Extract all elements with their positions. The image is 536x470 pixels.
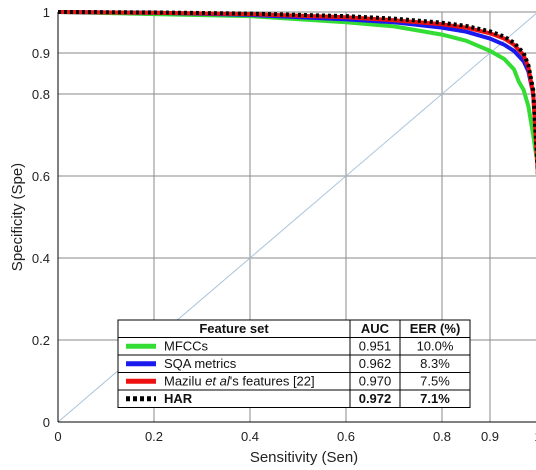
x-tick-label: 0 <box>54 429 61 444</box>
y-tick-label: 0.4 <box>32 251 50 266</box>
y-axis-label: Specificity (Spe) <box>9 163 26 271</box>
legend-row-label: SQA metrics <box>164 356 237 371</box>
legend-header-2: EER (%) <box>410 321 461 336</box>
x-tick-label: 1 <box>534 429 536 444</box>
legend-auc-value: 0.951 <box>359 339 392 354</box>
series-line-har <box>57 10 536 258</box>
x-tick-label: 0.8 <box>433 429 451 444</box>
legend-table: Feature set AUC EER (%) MFCCs 0.951 10.0% SQA … <box>117 319 471 408</box>
legend-row-label: HAR <box>164 391 193 406</box>
legend-eer-value: 10.0% <box>417 339 454 354</box>
legend-auc-value: 0.972 <box>359 391 392 406</box>
legend-auc-value: 0.962 <box>359 356 392 371</box>
series-line-mfccs <box>57 10 536 258</box>
y-tick-label: 0 <box>43 415 50 430</box>
y-tick-label: 0.8 <box>32 87 50 102</box>
legend-row-label: Mazilu et al's features [22] <box>164 374 315 389</box>
y-tick-label: 1 <box>43 5 50 20</box>
legend-header-1: AUC <box>361 321 390 336</box>
y-tick-label: 0.2 <box>32 333 50 348</box>
legend-row-label: MFCCs <box>164 339 209 354</box>
legend-eer-value: 8.3% <box>420 356 450 371</box>
legend-eer-value: 7.1% <box>420 391 450 406</box>
x-tick-label: 0.2 <box>145 429 163 444</box>
legend-header-0: Feature set <box>199 321 269 336</box>
legend-eer-value: 7.5% <box>420 374 450 389</box>
legend-box <box>117 319 471 408</box>
y-tick-label: 0.6 <box>32 169 50 184</box>
x-tick-label: 0.4 <box>241 429 259 444</box>
series-group <box>57 10 536 258</box>
x-tick-label: 0.9 <box>481 429 499 444</box>
tick-labels: 0 0.2 0.4 0.6 0.8 0.9 1 0 0.2 0.4 0.6 0.8 0.9 1 <box>32 5 536 444</box>
legend-auc-value: 0.970 <box>359 374 392 389</box>
x-tick-label: 0.6 <box>337 429 355 444</box>
y-tick-label: 0.9 <box>32 46 50 61</box>
x-axis-label: Sensitivity (Sen) <box>250 449 358 466</box>
